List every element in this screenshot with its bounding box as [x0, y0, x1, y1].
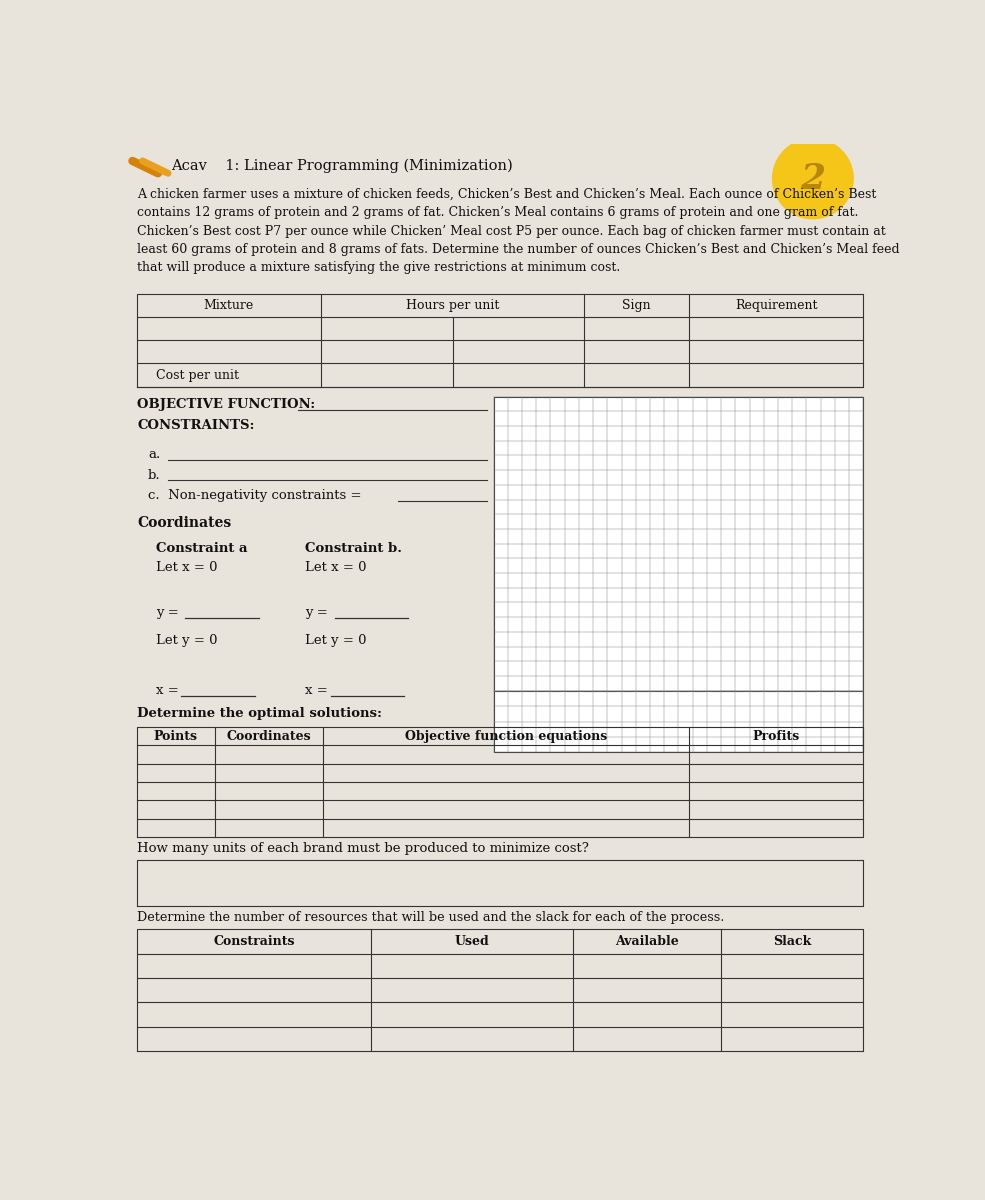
Text: x =: x =	[305, 684, 328, 697]
Text: b.: b.	[148, 468, 161, 481]
Text: Profits: Profits	[753, 730, 800, 743]
Text: that will produce a mixture satisfying the give restrictions at minimum cost.: that will produce a mixture satisfying t…	[137, 262, 621, 275]
Text: Acav    1: Linear Programming (Minimization): Acav 1: Linear Programming (Minimization…	[171, 158, 513, 173]
Text: Let x = 0: Let x = 0	[156, 560, 217, 574]
Text: Objective function equations: Objective function equations	[405, 730, 607, 743]
Text: Available: Available	[616, 935, 679, 948]
Text: contains 12 grams of protein and 2 grams of fat. Chicken’s Meal contains 6 grams: contains 12 grams of protein and 2 grams…	[137, 206, 859, 220]
Text: Constraint a: Constraint a	[156, 541, 247, 554]
Text: Chicken’s Best cost P7 per ounce while Chicken’ Meal cost P5 per ounce. Each bag: Chicken’s Best cost P7 per ounce while C…	[137, 224, 886, 238]
Circle shape	[772, 139, 853, 218]
Text: 2: 2	[800, 162, 825, 196]
Text: c.  Non-negativity constraints =: c. Non-negativity constraints =	[148, 490, 361, 503]
Bar	[493, 691, 863, 752]
Text: Let x = 0: Let x = 0	[305, 560, 366, 574]
Text: Hours per unit: Hours per unit	[406, 299, 499, 312]
Text: least 60 grams of protein and 8 grams of fats. Determine the number of ounces Ch: least 60 grams of protein and 8 grams of…	[137, 242, 899, 256]
Text: A chicken farmer uses a mixture of chicken feeds, Chicken’s Best and Chicken’s M: A chicken farmer uses a mixture of chick…	[137, 187, 877, 200]
Text: Let y = 0: Let y = 0	[156, 634, 217, 647]
Text: Determine the optimal solutions:: Determine the optimal solutions:	[137, 707, 382, 720]
Text: y =: y =	[305, 606, 328, 619]
Text: Slack: Slack	[773, 935, 812, 948]
Text: Coordinates: Coordinates	[137, 516, 231, 530]
Text: OBJECTIVE FUNCTION:: OBJECTIVE FUNCTION:	[137, 397, 315, 410]
Text: Determine the number of resources that will be used and the slack for each of th: Determine the number of resources that w…	[137, 911, 724, 924]
Text: Points: Points	[154, 730, 198, 743]
Text: Requirement: Requirement	[735, 299, 818, 312]
Text: x =: x =	[156, 684, 178, 697]
Text: y =: y =	[156, 606, 178, 619]
Text: Let y = 0: Let y = 0	[305, 634, 366, 647]
Text: Cost per unit: Cost per unit	[157, 368, 239, 382]
Text: a.: a.	[148, 448, 161, 461]
Text: Coordinates: Coordinates	[227, 730, 311, 743]
Text: Constraint b.: Constraint b.	[305, 541, 402, 554]
Text: How many units of each brand must be produced to minimize cost?: How many units of each brand must be pro…	[137, 842, 589, 856]
Text: Used: Used	[454, 935, 490, 948]
Text: Sign: Sign	[623, 299, 651, 312]
Text: CONSTRAINTS:: CONSTRAINTS:	[137, 419, 254, 432]
Text: Constraints: Constraints	[214, 935, 295, 948]
Text: Mixture: Mixture	[204, 299, 254, 312]
Bar	[493, 396, 863, 691]
